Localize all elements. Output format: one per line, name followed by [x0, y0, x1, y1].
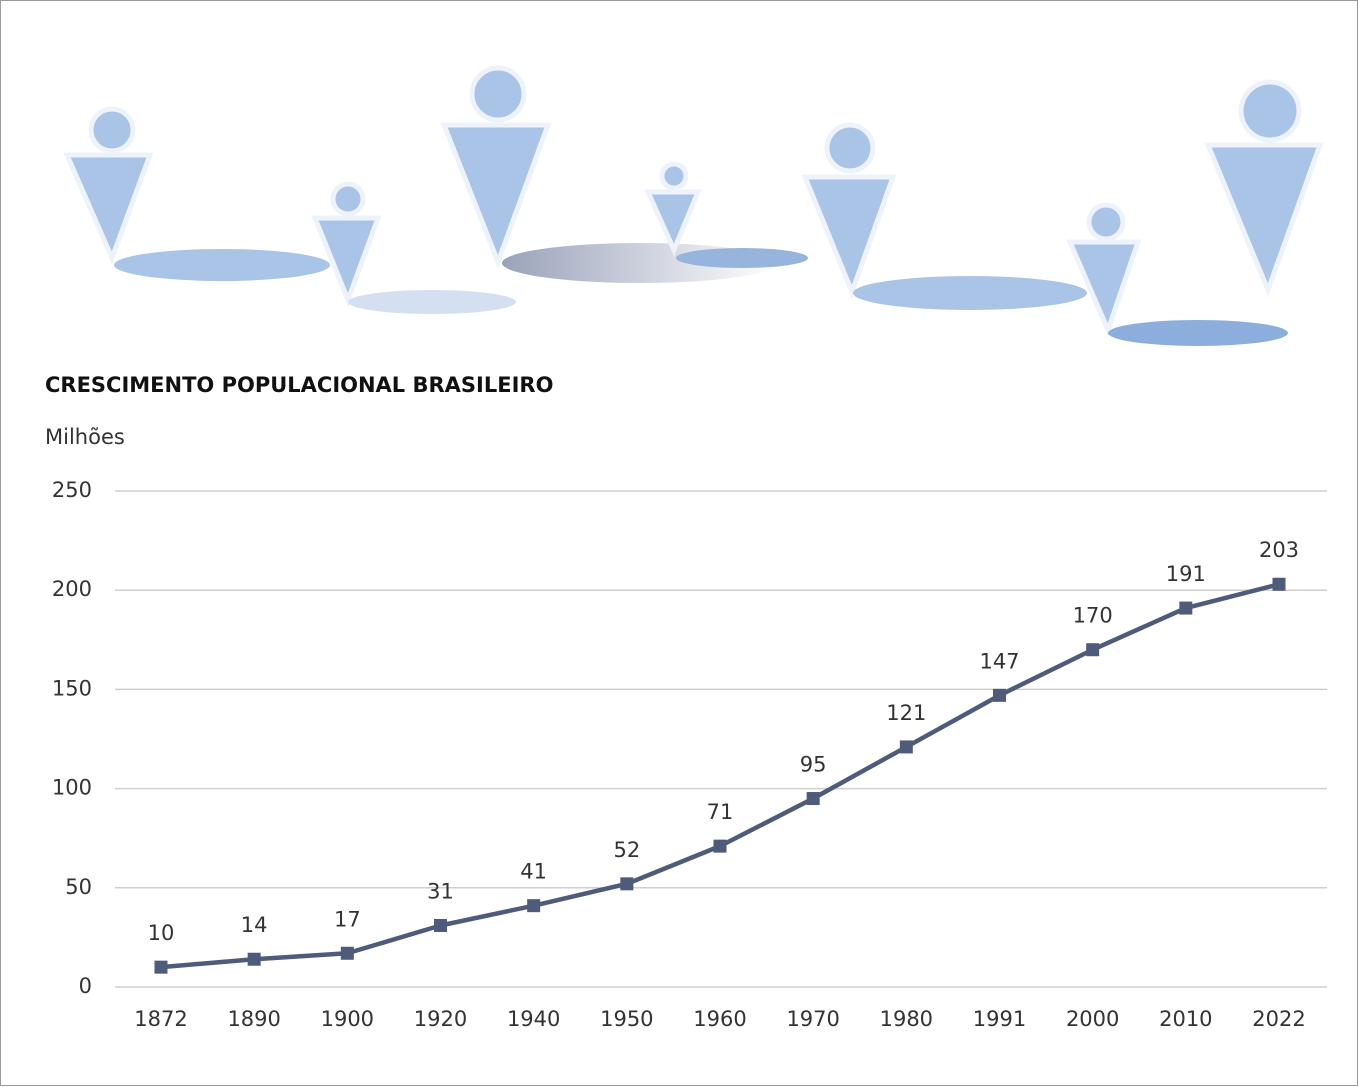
x-tick-label: 1890	[227, 1007, 280, 1031]
data-label: 203	[1259, 538, 1299, 562]
data-label: 31	[427, 879, 454, 903]
y-tick-label: 200	[52, 577, 92, 601]
shadow	[676, 248, 808, 268]
marker	[620, 877, 634, 891]
data-label: 17	[334, 907, 361, 931]
y-tick-label: 50	[65, 875, 92, 899]
data-label: 147	[979, 649, 1019, 673]
x-tick-label: 2000	[1066, 1007, 1119, 1031]
y-tick-label: 150	[52, 676, 92, 700]
person-body	[1204, 142, 1324, 297]
marker	[1272, 577, 1286, 591]
data-label: 121	[886, 701, 926, 725]
person-body	[440, 122, 552, 270]
person-head	[330, 181, 366, 217]
x-tick-label: 1920	[414, 1007, 467, 1031]
y-tick-label: 0	[79, 974, 92, 998]
person-head	[88, 106, 136, 154]
x-tick-label: 1940	[507, 1007, 560, 1031]
data-label: 52	[613, 838, 640, 862]
marker	[527, 899, 541, 913]
person-body	[311, 215, 382, 307]
marker	[340, 946, 354, 960]
data-label: 10	[148, 921, 175, 945]
person-head	[659, 161, 689, 191]
marker	[1086, 643, 1100, 657]
x-tick-label: 1980	[880, 1007, 933, 1031]
chart-title: CRESCIMENTO POPULACIONAL BRASILEIRO	[45, 373, 553, 397]
data-label: 170	[1073, 604, 1113, 628]
person-body	[801, 174, 897, 299]
person-head	[1238, 79, 1302, 143]
y-axis-label: Milhões	[45, 425, 125, 449]
marker	[247, 952, 261, 966]
x-tick-label: 1960	[693, 1007, 746, 1031]
x-tick-label: 1900	[321, 1007, 374, 1031]
y-tick-label: 100	[52, 776, 92, 800]
marker	[434, 918, 447, 932]
shadow	[1108, 320, 1288, 346]
person-head	[1086, 202, 1126, 242]
decoration	[63, 65, 1324, 346]
person-body	[644, 189, 702, 257]
data-label: 14	[241, 913, 268, 937]
marker	[154, 960, 168, 974]
shadow	[853, 276, 1087, 310]
x-tick-label: 2022	[1252, 1007, 1305, 1031]
shadow	[114, 249, 330, 281]
marker	[713, 839, 727, 853]
data-label: 191	[1166, 562, 1206, 586]
marker	[993, 688, 1006, 702]
data-label: 41	[520, 860, 547, 884]
x-tick-label: 1970	[786, 1007, 839, 1031]
marker	[1179, 601, 1193, 615]
x-tick-label: 2010	[1159, 1007, 1212, 1031]
x-tick-label: 1991	[973, 1007, 1026, 1031]
person-head	[824, 122, 876, 174]
x-tick-label: 1872	[134, 1007, 187, 1031]
marker	[806, 792, 820, 806]
x-tick-label: 1950	[600, 1007, 653, 1031]
shadow	[348, 290, 516, 314]
marker	[899, 740, 913, 754]
data-label: 71	[707, 800, 734, 824]
data-label: 95	[800, 753, 827, 777]
y-tick-label: 250	[52, 478, 92, 502]
person-body	[1066, 239, 1142, 337]
person-body	[63, 152, 154, 265]
person-head	[469, 65, 527, 123]
